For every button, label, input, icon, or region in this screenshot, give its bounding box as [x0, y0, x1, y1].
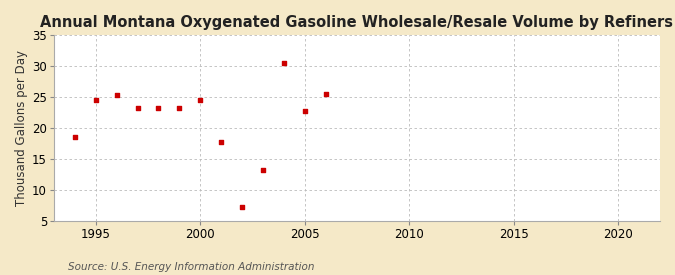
Point [237, 205, 248, 209]
Point [320, 92, 331, 96]
Point [279, 61, 290, 65]
Point [132, 106, 143, 111]
Title: Annual Montana Oxygenated Gasoline Wholesale/Resale Volume by Refiners: Annual Montana Oxygenated Gasoline Whole… [40, 15, 674, 30]
Point [174, 106, 185, 111]
Point [258, 168, 269, 172]
Point [153, 106, 164, 111]
Text: Source: U.S. Energy Information Administration: Source: U.S. Energy Information Administ… [68, 262, 314, 272]
Point [216, 139, 227, 144]
Point [299, 109, 310, 113]
Y-axis label: Thousand Gallons per Day: Thousand Gallons per Day [15, 50, 28, 206]
Point [70, 135, 80, 139]
Point [195, 98, 206, 103]
Point [90, 98, 101, 103]
Point [111, 93, 122, 98]
